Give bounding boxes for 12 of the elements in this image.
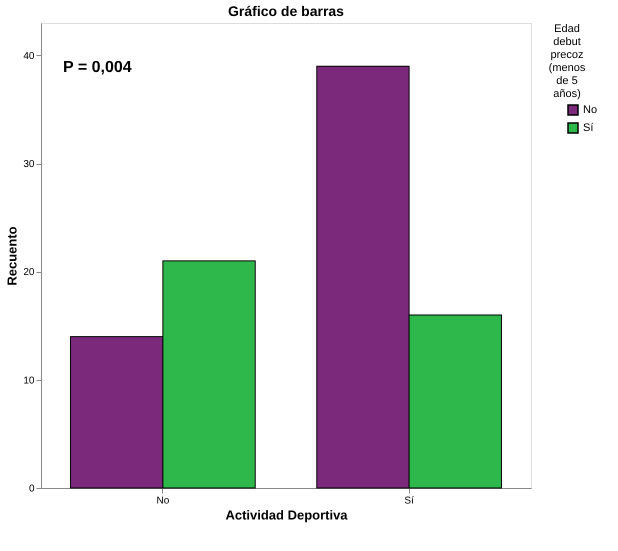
annotation: P = 0,004: [63, 59, 132, 76]
y-tick-label: 20: [23, 267, 35, 278]
legend-title: Edad debut precoz (menos de 5 años): [548, 23, 586, 100]
y-axis-title: Recuento: [4, 226, 20, 286]
y-tick-label: 10: [23, 375, 35, 386]
y-tick-label: 0: [28, 484, 35, 494]
legend-label: No: [583, 104, 598, 116]
chart-title: Gráfico de barras: [228, 3, 344, 19]
y-tick-label: 40: [23, 50, 35, 62]
legend-label: Sí: [583, 122, 594, 134]
x-axis-title: Actividad Deportiva: [225, 508, 348, 522]
y-tick-label: 30: [23, 159, 35, 170]
